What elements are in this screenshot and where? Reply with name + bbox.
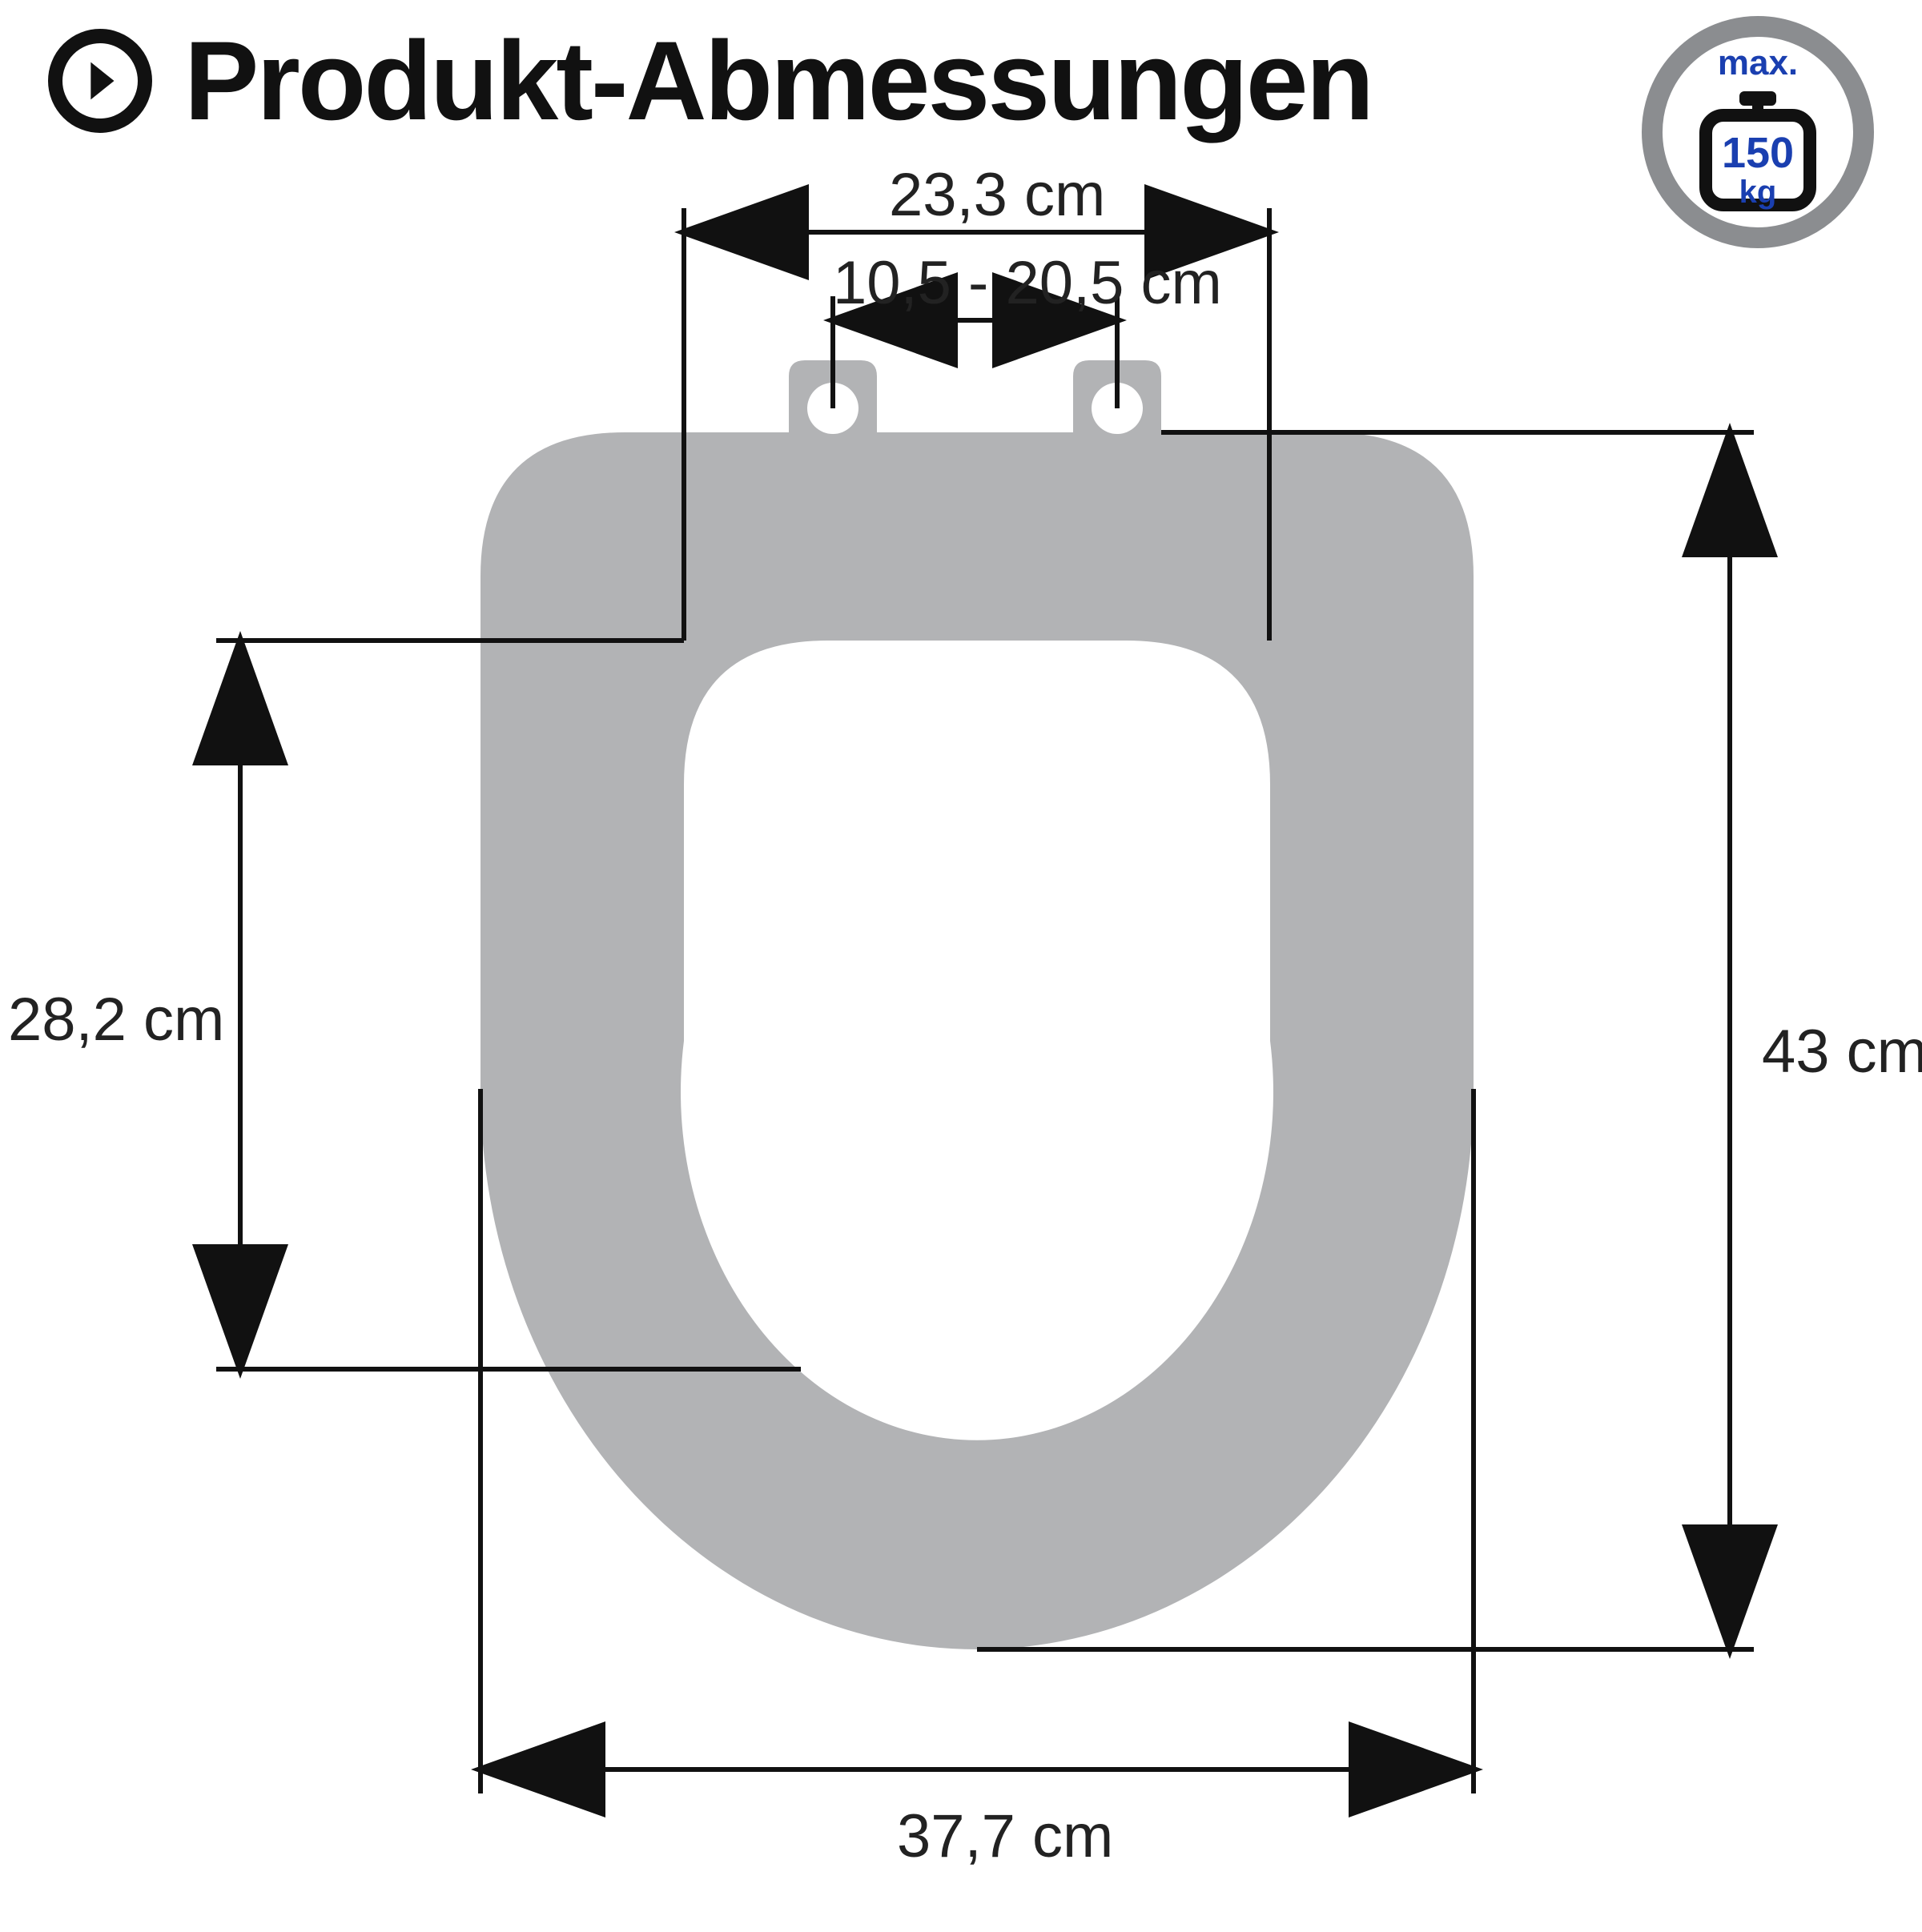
dim-hinge-span: 10,5 - 20,5 cm: [833, 248, 1222, 318]
dim-inner-height: 28,2 cm: [8, 985, 224, 1054]
dim-inner-width: 23,3 cm: [889, 160, 1105, 230]
seat-shape: [480, 360, 1474, 1649]
dim-outer-height: 43 cm: [1762, 1017, 1922, 1086]
dim-outer-width: 37,7 cm: [897, 1801, 1113, 1871]
